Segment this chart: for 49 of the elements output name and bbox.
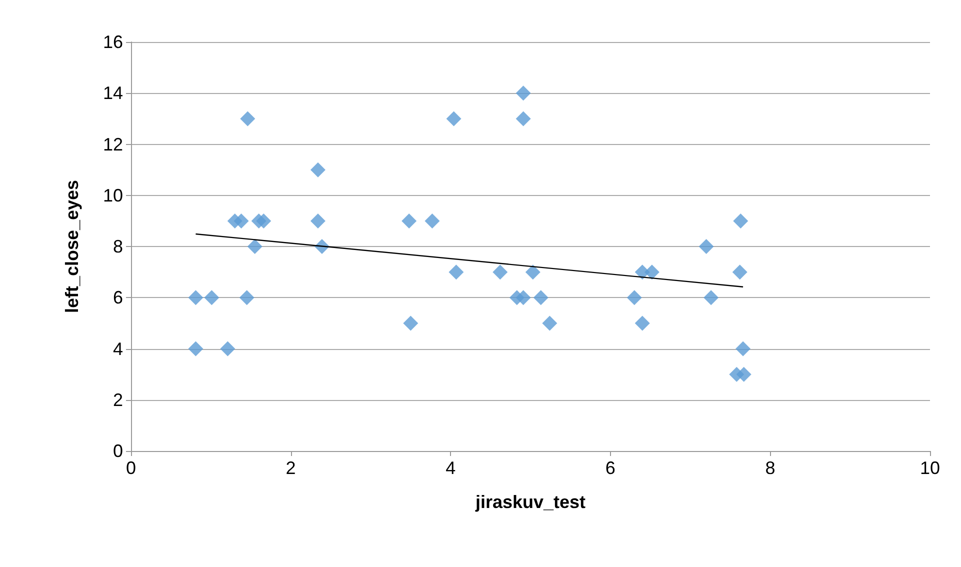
point bbox=[533, 290, 548, 306]
point bbox=[247, 239, 262, 254]
point bbox=[239, 290, 254, 306]
x-tick-label: 0 bbox=[126, 458, 136, 478]
point bbox=[310, 162, 326, 178]
y-tick-label: 16 bbox=[102, 32, 123, 52]
point bbox=[234, 213, 249, 228]
y-tick-label: 4 bbox=[112, 338, 123, 359]
x-tick-label: 6 bbox=[605, 458, 616, 478]
point bbox=[204, 290, 220, 306]
point bbox=[733, 213, 748, 228]
y-tick-label: 10 bbox=[102, 185, 123, 206]
y-tick-label: 8 bbox=[112, 236, 123, 256]
x-tick-label: 10 bbox=[920, 458, 940, 478]
y-axis-title: left_close_eyes bbox=[62, 180, 82, 314]
point bbox=[698, 239, 714, 254]
point bbox=[736, 366, 752, 382]
point bbox=[516, 111, 531, 126]
point bbox=[188, 290, 204, 306]
point bbox=[732, 264, 748, 280]
point bbox=[492, 264, 508, 280]
point bbox=[188, 341, 204, 356]
point bbox=[704, 290, 719, 306]
point bbox=[424, 213, 440, 228]
point bbox=[402, 213, 417, 228]
point bbox=[310, 213, 326, 228]
point bbox=[634, 316, 650, 331]
y-tick-label: 12 bbox=[102, 134, 123, 154]
point bbox=[516, 86, 531, 101]
point bbox=[240, 111, 256, 126]
y-tick-label: 0 bbox=[112, 441, 123, 461]
point bbox=[542, 316, 558, 331]
point bbox=[626, 290, 642, 306]
y-tick-label: 14 bbox=[102, 83, 123, 104]
point bbox=[446, 111, 462, 126]
point bbox=[220, 341, 236, 356]
point bbox=[516, 290, 531, 306]
point bbox=[644, 264, 660, 280]
x-tick-label: 2 bbox=[286, 458, 296, 478]
point bbox=[448, 264, 464, 280]
x-axis-title: jiraskuv_test bbox=[474, 492, 586, 512]
x-tick-label: 4 bbox=[446, 458, 456, 478]
point bbox=[736, 341, 751, 356]
point bbox=[256, 213, 272, 228]
point bbox=[403, 316, 418, 331]
y-tick-label: 6 bbox=[112, 288, 123, 308]
point bbox=[525, 264, 540, 280]
x-tick-label: 8 bbox=[765, 458, 776, 478]
y-tick-label: 2 bbox=[112, 390, 123, 410]
